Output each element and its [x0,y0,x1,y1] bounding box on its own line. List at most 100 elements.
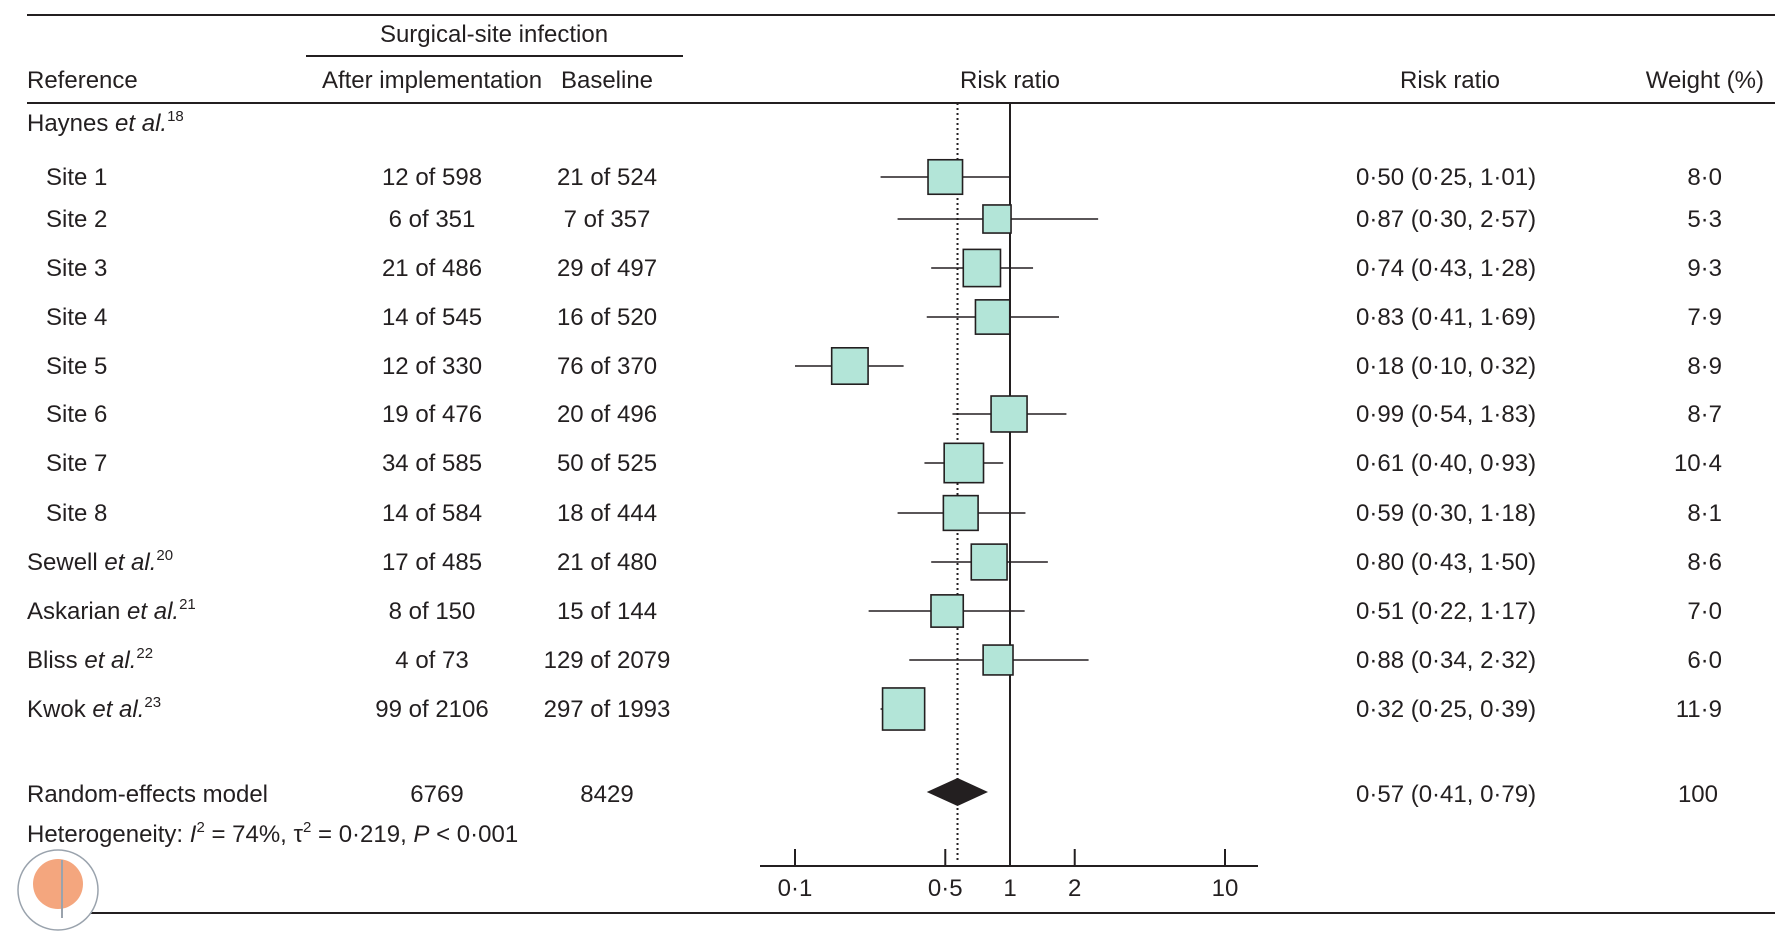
risk-ratio-text: 0·74 (0·43, 1·28) [1356,255,1536,282]
baseline-count: 21 of 524 [557,164,657,191]
study-label: Site 6 [46,401,107,428]
weight-text: 8·7 [1687,401,1722,428]
study-name: Site 5 [46,353,107,380]
after-count: 21 of 486 [382,255,482,282]
p-value-symbol: P [413,821,429,848]
baseline-count: 20 of 496 [557,401,657,428]
study-label: Sewell et al.20 [27,547,173,576]
study-et-al: et al. [92,696,144,723]
risk-ratio-text: 0·59 (0·30, 1·18) [1356,500,1536,527]
column-header-weight: Weight (%) [1646,67,1764,94]
x-axis-tick-label: 0·5 [928,875,963,902]
weight-text: 9·3 [1687,255,1722,282]
after-count: 19 of 476 [382,401,482,428]
pooled-risk-ratio-text: 0·57 (0·41, 0·79) [1356,781,1536,808]
effect-box [962,248,1002,288]
study-label: Askarian et al.21 [27,596,196,625]
tau-squared-value: = 0·219, [311,821,413,848]
effect-box [927,158,964,196]
risk-ratio-text: 0·87 (0·30, 2·57) [1356,206,1536,233]
weight-text: 8·9 [1687,353,1722,380]
p-value: < 0·001 [429,821,518,848]
study-name: Sewell [27,549,104,576]
pooled-weight-text: 100 [1678,781,1718,808]
effect-box [881,687,926,731]
study-name: Askarian [27,598,127,625]
study-label: Site 3 [46,255,107,282]
after-count: 17 of 485 [382,549,482,576]
risk-ratio-text: 0·61 (0·40, 0·93) [1356,450,1536,477]
chinese-medical-association-logo [17,849,99,931]
after-count: 12 of 330 [382,353,482,380]
study-name: Haynes [27,110,115,137]
study-et-al: et al. [84,647,136,674]
effect-box [970,543,1008,581]
after-count: 34 of 585 [382,450,482,477]
effect-box [974,299,1011,335]
x-axis-tick-label: 1 [1003,875,1016,902]
effect-box [942,494,979,532]
risk-ratio-text: 0·83 (0·41, 1·69) [1356,304,1536,331]
effect-box [930,594,965,628]
after-count: 4 of 73 [395,647,468,674]
column-header-risk-ratio: Risk ratio [1400,67,1500,94]
x-axis-tick-label: 0·1 [778,875,813,902]
baseline-count: 29 of 497 [557,255,657,282]
weight-text: 8·1 [1687,500,1722,527]
pooled-baseline-total: 8429 [580,781,633,808]
after-count: 99 of 2106 [375,696,488,723]
study-et-al: et al. [104,549,156,576]
risk-ratio-text: 0·99 (0·54, 1·83) [1356,401,1536,428]
risk-ratio-text: 0·50 (0·25, 1·01) [1356,164,1536,191]
baseline-count: 15 of 144 [557,598,657,625]
study-name: Bliss [27,647,84,674]
risk-ratio-text: 0·80 (0·43, 1·50) [1356,549,1536,576]
after-count: 6 of 351 [389,206,476,233]
group-header: Surgical-site infection [380,21,608,48]
effect-box [982,644,1014,676]
study-name: Site 6 [46,401,107,428]
baseline-count: 21 of 480 [557,549,657,576]
column-header-reference: Reference [27,67,138,94]
baseline-count: 129 of 2079 [544,647,671,674]
study-name: Site 1 [46,164,107,191]
tau-squared-symbol: τ [294,821,304,848]
i-squared-superscript: 2 [196,819,204,836]
study-et-al: et al. [115,110,167,137]
pooled-diamond [926,778,988,806]
weight-text: 11·9 [1676,696,1722,723]
baseline-count: 7 of 357 [564,206,651,233]
study-name: Kwok [27,696,92,723]
study-et-al: et al. [127,598,179,625]
study-label: Bliss et al.22 [27,645,153,674]
risk-ratio-text: 0·88 (0·34, 2·32) [1356,647,1536,674]
after-count: 14 of 545 [382,304,482,331]
study-reference-number: 23 [144,694,161,711]
heterogeneity-text: Heterogeneity: I2 = 74%, τ2 = 0·219, P <… [27,819,518,848]
weight-text: 7·0 [1687,598,1722,625]
weight-text: 8·6 [1687,549,1722,576]
column-header-baseline: Baseline [561,67,653,94]
after-count: 8 of 150 [389,598,476,625]
weight-text: 10·4 [1674,450,1722,477]
baseline-count: 76 of 370 [557,353,657,380]
effect-box [943,442,985,484]
baseline-count: 16 of 520 [557,304,657,331]
study-reference-number: 21 [179,596,196,613]
weight-text: 6·0 [1687,647,1722,674]
study-reference-number: 18 [167,108,184,125]
study-label: Site 5 [46,353,107,380]
logo-map-shape [33,859,83,909]
i-squared-symbol: I [190,821,197,848]
risk-ratio-text: 0·32 (0·25, 0·39) [1356,696,1536,723]
study-label: Site 1 [46,164,107,191]
study-label: Site 4 [46,304,107,331]
pooled-label: Random-effects model [27,781,268,808]
study-label: Site 7 [46,450,107,477]
baseline-count: 297 of 1993 [544,696,671,723]
baseline-count: 50 of 525 [557,450,657,477]
risk-ratio-text: 0·18 (0·10, 0·32) [1356,353,1536,380]
x-axis-tick-label: 2 [1068,875,1081,902]
risk-ratio-text: 0·51 (0·22, 1·17) [1356,598,1536,625]
